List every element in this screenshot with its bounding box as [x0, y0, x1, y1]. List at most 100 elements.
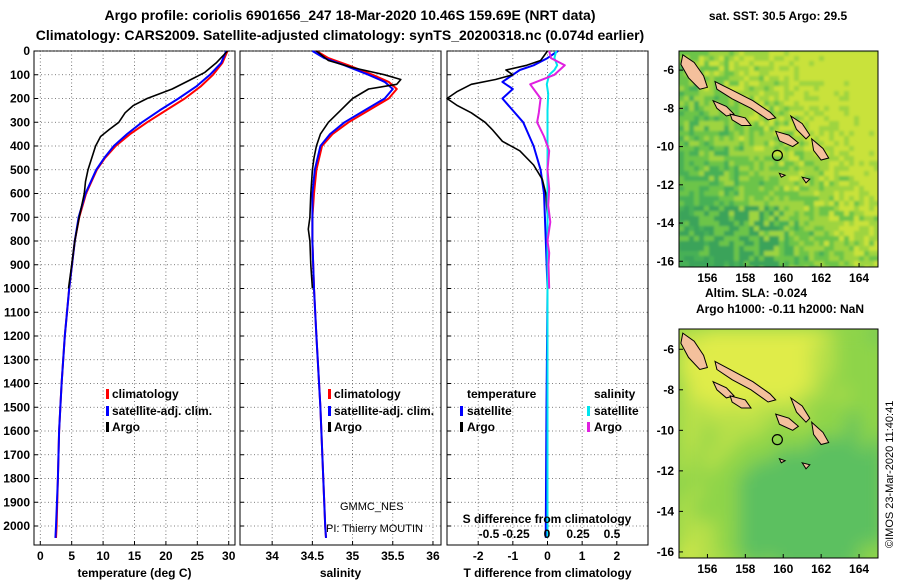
sst_map-cell [684, 246, 690, 252]
sst_map-cell [719, 216, 725, 222]
sst_map-cell [729, 56, 735, 62]
sst_map-cell [764, 151, 770, 157]
sst_map-cell [739, 136, 745, 142]
sst_map-cell [864, 146, 870, 152]
sst_map-cell [829, 206, 835, 212]
sla_map-cell [799, 557, 812, 558]
sst_map-cell [754, 241, 760, 247]
diff-legend-temp-argo: Argo [467, 420, 495, 434]
diff-legend-salinity-title: salinity [594, 387, 636, 401]
sst_map-cell [689, 256, 695, 262]
sst_map-cell [794, 156, 800, 162]
sst_map-cell [729, 191, 735, 197]
sst_map-cell [869, 211, 875, 217]
island [778, 172, 787, 178]
sst_map-ytick-label: -8 [663, 101, 674, 115]
sla_map-cell [859, 473, 872, 486]
temp-legend-argo-swatch [106, 422, 109, 432]
sst_map-cell [744, 76, 750, 82]
sst_map-cell [774, 181, 780, 187]
sst_map-cell [739, 56, 745, 62]
sst_map-cell [799, 176, 805, 182]
sst_map-cell [769, 236, 775, 242]
sst_map-cell [679, 221, 685, 227]
sla_map-cell [823, 425, 836, 438]
sst_map-cell [799, 66, 805, 72]
sst_map-cell [829, 216, 835, 222]
sst_map-cell [874, 241, 878, 247]
sst_map-cell [789, 156, 795, 162]
sst_map-cell [844, 91, 850, 97]
sla_map-cell [775, 545, 788, 558]
sla_map-cell [787, 509, 800, 522]
sst_map-cell [724, 196, 730, 202]
sst_map-cell [814, 181, 820, 187]
sst_map-cell [804, 96, 810, 102]
sst_map-cell [699, 181, 705, 187]
sst_map-cell [709, 206, 715, 212]
sst_map-cell [789, 236, 795, 242]
sla_map-cell [787, 461, 800, 474]
sst_map-cell [734, 181, 740, 187]
sst_map-cell [689, 141, 695, 147]
sst_map-cell [814, 71, 820, 77]
sst_map-cell [739, 66, 745, 72]
sst_map-cell [859, 181, 865, 187]
sst_map-cell [814, 261, 820, 267]
sst_map-cell [874, 171, 878, 177]
sst_map-cell [769, 251, 775, 257]
sst_map-cell [874, 81, 878, 87]
sst_map-cell [854, 71, 860, 77]
sst_map-cell [769, 151, 775, 157]
sst_map-cell [734, 226, 740, 232]
sst_map-cell [734, 121, 740, 127]
sla_map-cell [871, 557, 878, 558]
sst_map-cell [809, 91, 815, 97]
sla_map-cell [799, 437, 812, 450]
sst_map-cell [874, 121, 878, 127]
sst_map-cell [739, 81, 745, 87]
sst_map-cell [759, 241, 765, 247]
sst_map-cell [689, 56, 695, 62]
sst_map-cell [714, 241, 720, 247]
sst_map-cell [679, 211, 685, 217]
sst_map-cell [714, 121, 720, 127]
diff-legend-sal-argo-swatch [587, 422, 590, 432]
sst_map-cell [719, 156, 725, 162]
sst_map-cell [799, 241, 805, 247]
sst_map-cell [709, 241, 715, 247]
sst_map-cell [689, 246, 695, 252]
sst_map-cell [719, 101, 725, 107]
sst_map-cell [759, 151, 765, 157]
sst_map-cell [734, 196, 740, 202]
sst_map-cell [744, 171, 750, 177]
sst_map-cell [829, 176, 835, 182]
sst_map-cell [719, 71, 725, 77]
sst_map-cell [679, 231, 685, 237]
sst_map-cell [739, 111, 745, 117]
sst_map-cell [769, 121, 775, 127]
sst_map-cell [874, 96, 878, 102]
sst_map-cell [874, 226, 878, 232]
sst_map-cell [694, 251, 700, 257]
sst_map-cell [824, 231, 830, 237]
sst_map-cell [714, 201, 720, 207]
sla_map-cell [871, 497, 878, 510]
sst_map-cell [784, 156, 790, 162]
sst_map-cell [684, 81, 690, 87]
sla_map-cell [847, 545, 860, 558]
sst_map-cell [784, 76, 790, 82]
sst_map-cell [819, 206, 825, 212]
sla_map-cell [703, 497, 716, 510]
sst_map-cell [719, 206, 725, 212]
sst_map-cell [739, 216, 745, 222]
sst_map-cell [754, 206, 760, 212]
sla_map-cell [859, 353, 872, 366]
sst_map-cell [784, 261, 790, 267]
sst_map-cell [874, 101, 878, 107]
sst_map-cell [704, 221, 710, 227]
sst_map-cell [769, 241, 775, 247]
sst_map-cell [794, 66, 800, 72]
sst_map-cell [769, 106, 775, 112]
sst_map-cell [819, 161, 825, 167]
